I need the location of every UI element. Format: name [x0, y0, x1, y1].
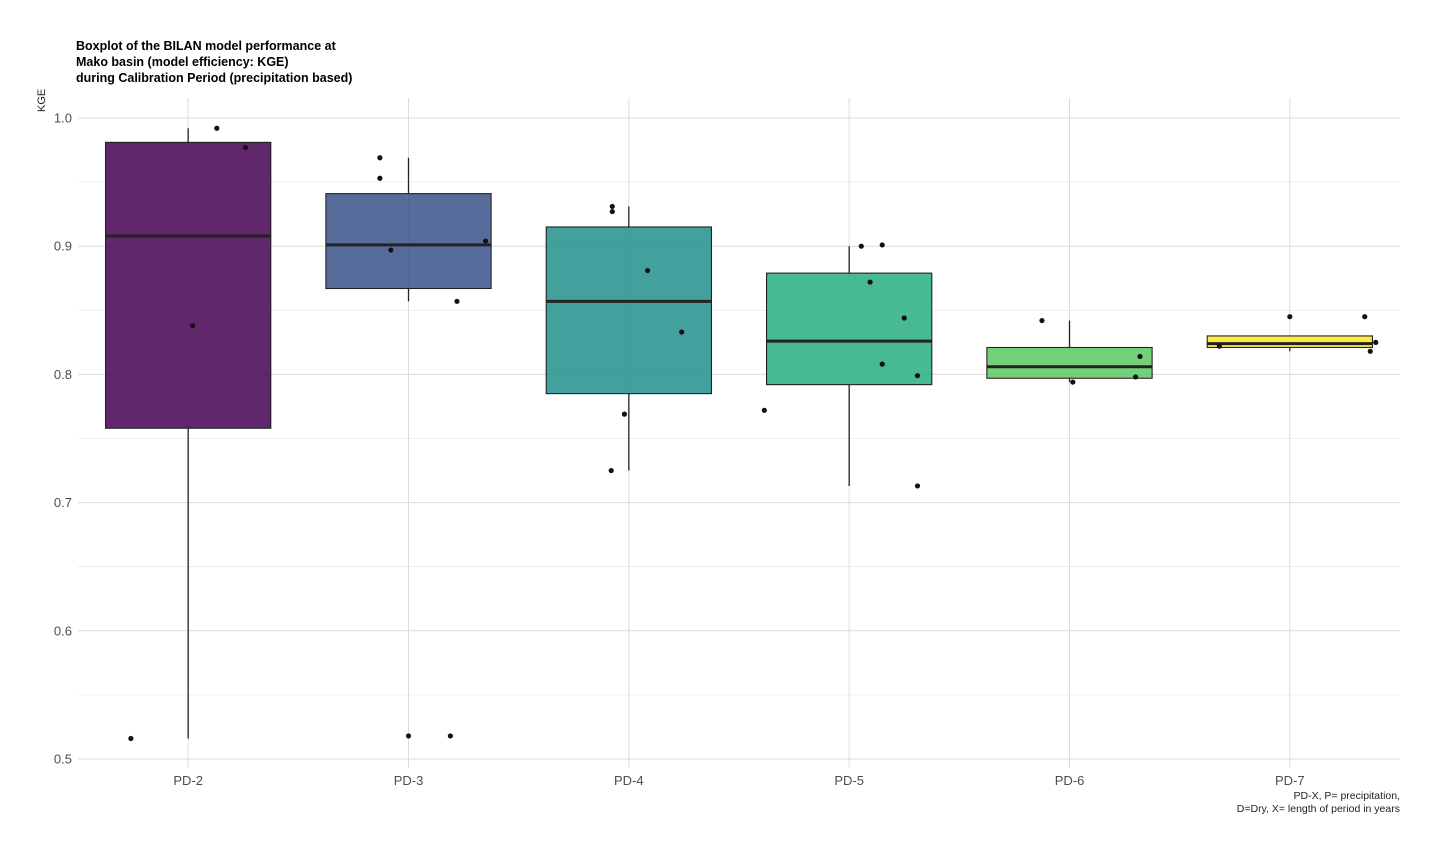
box-pd-7 — [1206, 335, 1374, 352]
box-body — [765, 272, 933, 386]
data-point — [242, 144, 249, 151]
data-point — [1133, 374, 1139, 380]
x-tick-label: PD-2 — [173, 773, 203, 788]
box-body — [1206, 335, 1374, 349]
box-body — [986, 346, 1153, 379]
data-point — [901, 315, 907, 321]
data-point — [214, 125, 220, 131]
x-tick-label: PD-3 — [394, 773, 424, 788]
box-pd-2 — [104, 128, 272, 739]
data-point — [879, 242, 885, 248]
data-point — [388, 247, 394, 253]
data-point — [644, 267, 651, 274]
data-point — [1287, 314, 1293, 320]
data-point — [447, 733, 453, 739]
data-point — [867, 279, 873, 285]
major-gridlines — [78, 98, 1400, 768]
y-tick-label: 0.9 — [54, 239, 72, 254]
caption-line-2: D=Dry, X= length of period in years — [1236, 802, 1400, 815]
data-point — [608, 467, 614, 474]
data-point — [483, 238, 489, 244]
chart-title-line-1: Boxplot of the BILAN model performance a… — [76, 39, 336, 53]
data-point — [621, 411, 628, 417]
chart-title: Boxplot of the BILAN model performance a… — [76, 38, 676, 86]
box-body — [325, 193, 492, 290]
box-body — [104, 141, 272, 429]
data-point — [377, 175, 383, 181]
x-tick-label: PD-5 — [834, 773, 864, 788]
data-point — [1216, 343, 1222, 349]
data-point — [1137, 353, 1143, 360]
data-point — [1070, 379, 1076, 385]
data-point — [377, 155, 383, 161]
chart-caption: PD-X, P= precipitation, D=Dry, X= length… — [1237, 790, 1400, 815]
data-point — [609, 208, 615, 215]
y-tick-label: 0.7 — [54, 495, 72, 510]
x-axis-ticks: PD-2 PD-3 PD-4 PD-5 PD-6 PD-7 — [173, 773, 1304, 788]
data-point — [1373, 339, 1379, 345]
data-point — [761, 407, 767, 413]
data-point — [1362, 314, 1368, 320]
data-point — [405, 733, 412, 739]
data-point — [1367, 348, 1373, 354]
box-body — [545, 226, 713, 395]
caption-line-1: PD-X, P= precipitation, — [1293, 790, 1400, 802]
data-point — [858, 243, 864, 249]
y-axis-ticks: 0.5 0.6 0.7 0.8 0.9 1.0 — [54, 111, 72, 767]
x-tick-label: PD-4 — [614, 773, 644, 788]
box-pd-5 — [765, 246, 933, 486]
points-layer — [128, 125, 1379, 742]
y-tick-label: 1.0 — [54, 111, 72, 126]
data-point — [128, 735, 134, 742]
data-point — [609, 203, 615, 210]
x-tick-label: PD-6 — [1055, 773, 1085, 788]
data-point — [1039, 317, 1045, 324]
boxes-layer — [104, 128, 1374, 739]
x-tick-label: PD-7 — [1275, 773, 1305, 788]
data-point — [189, 323, 196, 329]
box-pd-4 — [545, 206, 713, 471]
box-pd-6 — [986, 320, 1153, 383]
y-tick-label: 0.5 — [54, 752, 72, 767]
data-point — [914, 483, 921, 489]
data-point — [914, 373, 921, 379]
data-point — [679, 329, 685, 335]
chart-title-line-2: Mako basin (model efficiency: KGE) — [76, 55, 289, 69]
y-tick-label: 0.8 — [54, 367, 72, 382]
y-tick-label: 0.6 — [54, 623, 72, 638]
data-point — [879, 361, 885, 367]
chart-title-line-3: during Calibration Period (precipitation… — [76, 71, 353, 85]
minor-gridlines — [78, 181, 1400, 696]
box-pd-3 — [325, 157, 492, 302]
data-point — [454, 298, 460, 304]
